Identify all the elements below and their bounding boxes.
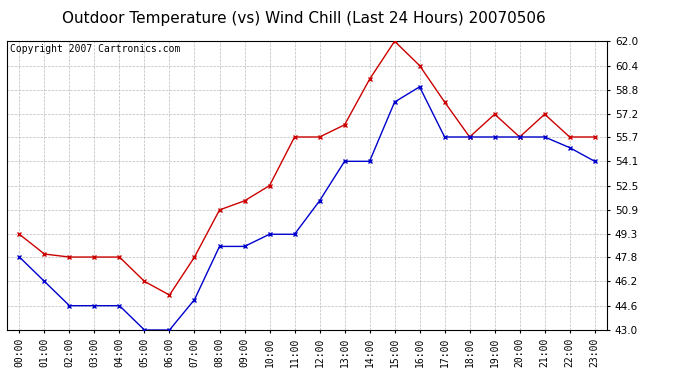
Text: Outdoor Temperature (vs) Wind Chill (Last 24 Hours) 20070506: Outdoor Temperature (vs) Wind Chill (Las… xyxy=(61,11,546,26)
Text: Copyright 2007 Cartronics.com: Copyright 2007 Cartronics.com xyxy=(10,44,180,54)
